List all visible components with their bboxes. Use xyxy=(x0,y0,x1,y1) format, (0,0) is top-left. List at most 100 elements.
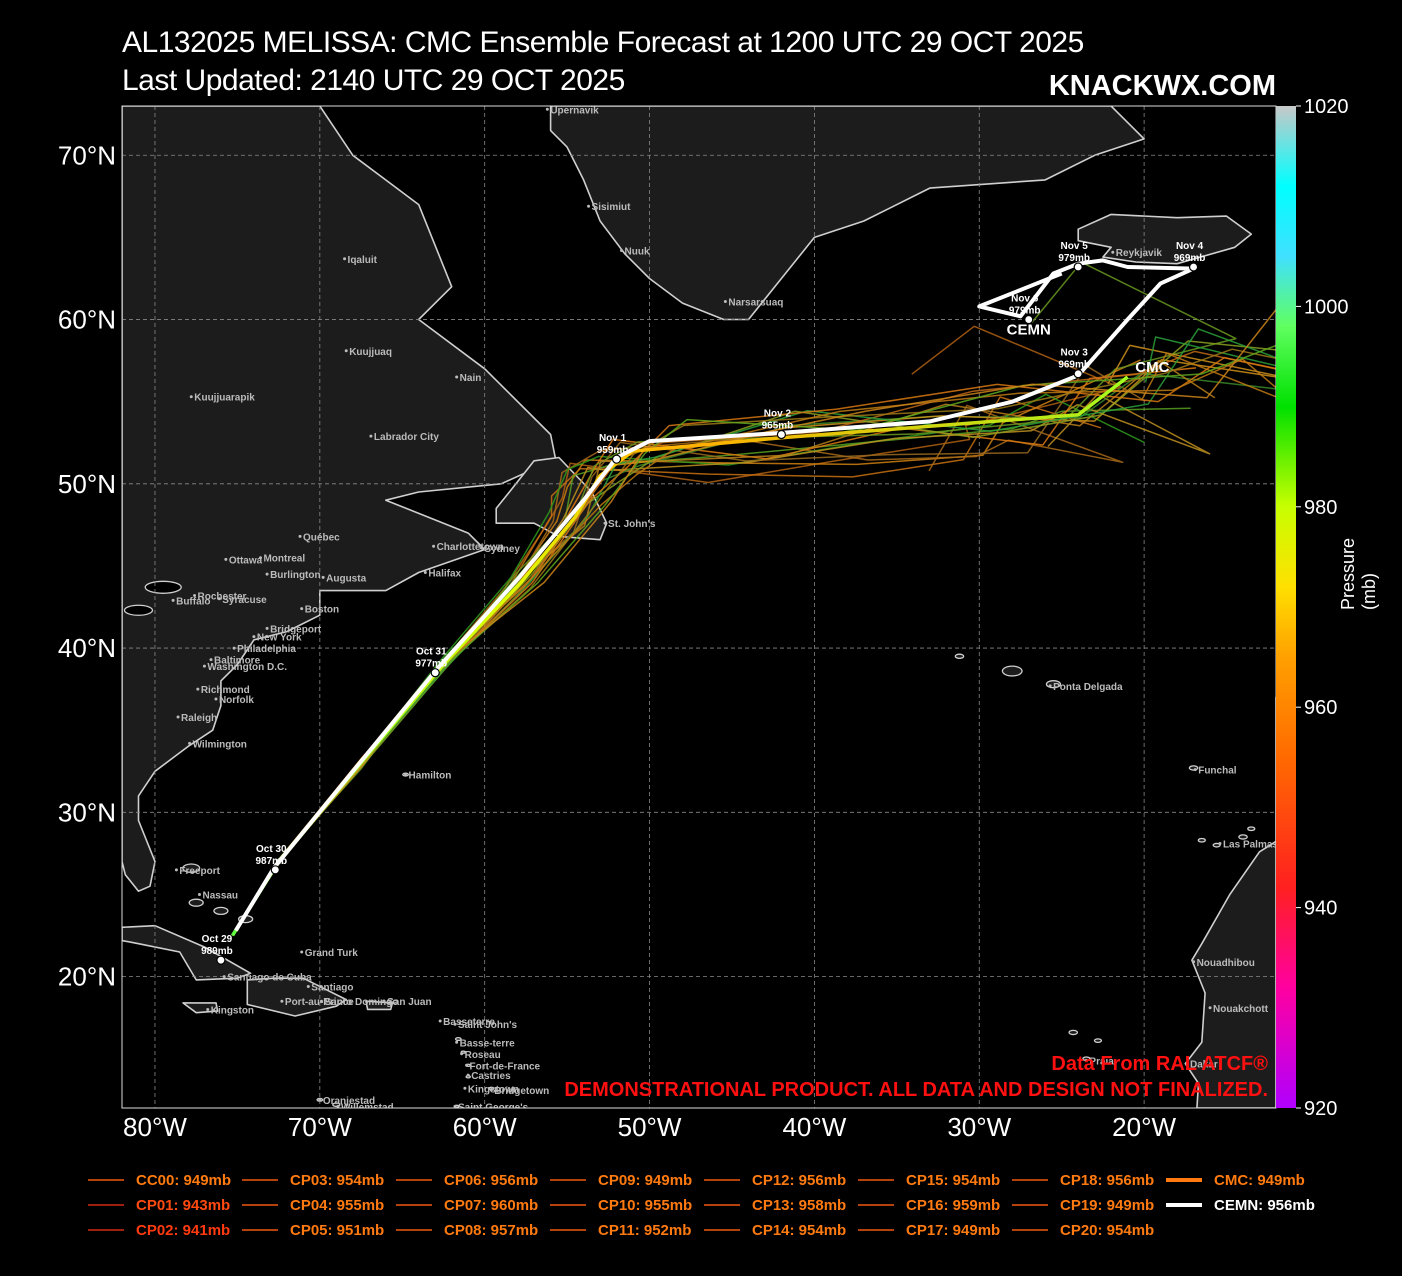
island-land xyxy=(954,653,965,660)
city-marker xyxy=(232,646,236,650)
legend-item: CP09: 949mb xyxy=(550,1170,692,1190)
city-marker xyxy=(319,999,323,1003)
colorbar-tick-label: 980 xyxy=(1304,497,1337,519)
island-land xyxy=(1238,834,1248,840)
legend-label: CP04: 955mb xyxy=(290,1196,385,1214)
disclaimer-note: DEMONSTRATIONAL PRODUCT. ALL DATA AND DE… xyxy=(564,1079,1268,1101)
legend-label: CP06: 956mb xyxy=(444,1171,539,1189)
city-label: San Juan xyxy=(387,997,431,1008)
track-point-marker xyxy=(216,955,226,965)
city-marker xyxy=(318,1098,322,1102)
legend-label: CEMN: 956mb xyxy=(1214,1196,1315,1214)
city-marker xyxy=(176,715,180,719)
track-point-marker xyxy=(270,865,280,875)
city-marker xyxy=(222,975,226,979)
city-marker xyxy=(343,257,347,261)
city-label: Roseau xyxy=(465,1050,501,1061)
legend-item: CP06: 956mb xyxy=(396,1170,538,1190)
city-marker xyxy=(723,299,727,303)
city-label: Kuujjuaq xyxy=(349,347,392,358)
iceland-land xyxy=(1077,213,1253,265)
track-time-label: Nov 4 xyxy=(1176,241,1204,252)
track-point-marker xyxy=(1073,369,1083,379)
city-label: Raleigh xyxy=(181,713,217,724)
city-marker xyxy=(423,571,427,575)
lat-tick-label: 60°N xyxy=(58,305,116,335)
city-marker xyxy=(404,773,408,777)
island-land xyxy=(1093,1038,1103,1044)
track-time-label: Oct 29 xyxy=(202,934,233,945)
legend-label: CP17: 949mb xyxy=(906,1221,1001,1239)
city-marker xyxy=(466,1073,470,1077)
city-marker xyxy=(453,1022,457,1026)
city-label: Sisimiut xyxy=(592,202,632,213)
track-end-label: CMC xyxy=(1135,359,1169,376)
lon-tick-label: 80°W xyxy=(123,1112,187,1142)
city-marker xyxy=(214,697,218,701)
city-marker xyxy=(455,1040,459,1044)
brand-logo: KNACKWX.COM xyxy=(1048,70,1276,102)
legend-item: CP10: 955mb xyxy=(550,1195,692,1215)
city-marker xyxy=(1218,842,1222,846)
city-label: Grand Turk xyxy=(305,948,359,959)
legend-line-swatch xyxy=(242,1204,278,1206)
city-label: Baltimore xyxy=(214,656,261,667)
track-time-label: Oct 31 xyxy=(416,647,447,658)
track-pressure-label: 987mb xyxy=(255,856,287,867)
track-pressure-label: 969mb xyxy=(1174,253,1206,264)
legend-line-swatch xyxy=(242,1179,278,1181)
city-marker xyxy=(620,249,624,253)
city-marker xyxy=(432,544,436,548)
colorbar-tick-label: 1020 xyxy=(1304,96,1349,118)
legend-label: CP11: 952mb xyxy=(598,1221,692,1239)
city-marker xyxy=(336,1104,340,1108)
city-marker xyxy=(453,1104,457,1108)
city-label: Montreal xyxy=(263,554,305,565)
legend-label: CP20: 954mb xyxy=(1060,1221,1155,1239)
lon-tick-label: 70°W xyxy=(288,1112,352,1142)
city-label: Saint George's xyxy=(458,1102,529,1113)
legend-item: CP05: 951mb xyxy=(242,1220,384,1240)
city-label: Boston xyxy=(305,605,339,616)
city-label: Saint John's xyxy=(458,1020,517,1031)
island-land xyxy=(1197,837,1206,843)
legend-line-swatch xyxy=(1166,1203,1202,1207)
city-label: Wilmington xyxy=(193,739,247,750)
city-label: Bridgetown xyxy=(494,1086,549,1097)
city-label: Santiago xyxy=(311,982,353,993)
legend-line-swatch xyxy=(1166,1178,1202,1182)
legend-label: CP18: 956mb xyxy=(1060,1171,1155,1189)
africa-land xyxy=(1184,696,1276,1108)
city-marker xyxy=(206,1007,210,1011)
city-label: Richmond xyxy=(201,685,250,696)
city-marker xyxy=(265,626,269,630)
colorbar-tick-label: 1000 xyxy=(1304,296,1349,318)
track-time-label: Nov 2 xyxy=(764,409,792,420)
track-time-label: Oct 30 xyxy=(256,844,287,855)
city-label: Praia xyxy=(1089,1056,1114,1067)
city-marker xyxy=(280,999,284,1003)
legend-label: CP05: 951mb xyxy=(290,1221,385,1239)
legend-label: CP16: 959mb xyxy=(906,1196,1001,1214)
legend-label: CP12: 956mb xyxy=(752,1171,847,1189)
legend-item: CP02: 941mb xyxy=(88,1220,230,1240)
city-marker xyxy=(455,375,459,379)
legend-line-swatch xyxy=(396,1179,432,1181)
lake-ontario xyxy=(144,580,182,594)
colorbar-tick-label: 940 xyxy=(1304,898,1337,920)
forecast-map: Upernavik Sisimiut Nuuk Narsarsuaq Iqaluit Ku… xyxy=(58,96,1349,1142)
island-land xyxy=(1212,842,1221,848)
legend-item: CP01: 943mb xyxy=(88,1195,230,1215)
lon-tick-label: 20°W xyxy=(1112,1112,1176,1142)
legend-line-swatch xyxy=(242,1229,278,1231)
legend-line-swatch xyxy=(88,1204,124,1206)
city-label: Sydney xyxy=(484,544,520,555)
city-label: Labrador City xyxy=(374,432,439,443)
city-marker xyxy=(460,1052,464,1056)
city-label: Québec xyxy=(303,532,340,543)
city-marker xyxy=(1084,1058,1088,1062)
island-land xyxy=(182,863,201,874)
lat-tick-label: 50°N xyxy=(58,469,116,499)
track-pressure-label: 965mb xyxy=(762,421,794,432)
city-marker xyxy=(1192,960,1196,964)
